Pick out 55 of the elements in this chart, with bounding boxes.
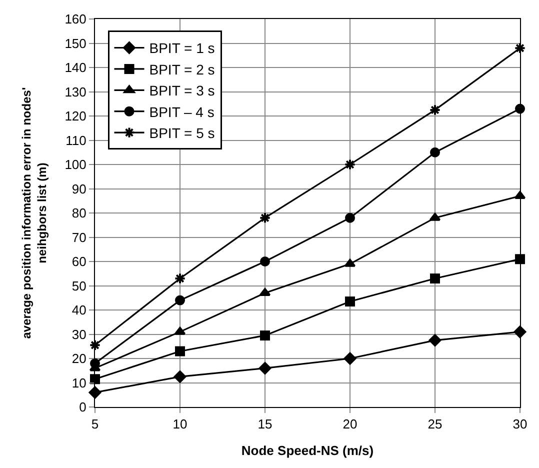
y-tick-label: 110 — [66, 132, 86, 148]
x-axis-title: Node Speed-NS (m/s) — [241, 443, 374, 458]
point — [90, 374, 100, 384]
y-tick-label: 10 — [72, 375, 86, 390]
point — [260, 330, 270, 340]
point — [174, 272, 186, 284]
point — [89, 339, 101, 351]
y-tick-label: 80 — [72, 206, 86, 221]
point — [174, 370, 186, 383]
point — [344, 258, 356, 267]
point — [345, 212, 355, 223]
legend-label: BPIT = 3 s — [149, 82, 215, 99]
x-tick-label: 25 — [428, 416, 442, 432]
point — [175, 346, 185, 356]
y-tick-label: 70 — [72, 230, 86, 245]
y-tick-label: 50 — [72, 278, 86, 294]
y-tick-label: 140 — [64, 60, 86, 76]
legend-label: BPIT = 5 s — [149, 125, 215, 141]
legend-label: BPIT – 4 s — [149, 104, 214, 120]
point — [260, 256, 270, 266]
point — [259, 288, 271, 296]
y-tick-label: 90 — [72, 181, 86, 196]
legend-label: BPIT = 2 s — [149, 61, 215, 78]
x-tick-label: 5 — [91, 416, 99, 432]
point — [430, 147, 440, 158]
y-tick-label: 130 — [64, 84, 86, 100]
point — [515, 254, 525, 264]
y-axis-title: average position information error in nodes' neihgbors list (m) — [19, 87, 49, 339]
point — [430, 273, 440, 284]
y-tick-label: 60 — [72, 254, 86, 270]
y-tick-label: 40 — [72, 302, 86, 318]
x-tick-label: 10 — [172, 416, 188, 432]
x-tick-label: 15 — [258, 416, 272, 432]
y-tick-label: 160 — [64, 12, 86, 27]
point — [344, 352, 356, 365]
y-tick-label: 120 — [64, 108, 86, 124]
point — [344, 158, 356, 170]
point — [514, 42, 526, 54]
point — [428, 334, 442, 347]
y-tick-label: 100 — [64, 157, 86, 172]
point — [429, 104, 441, 116]
point — [88, 386, 102, 399]
legend-label: BPIT = 1 s — [149, 40, 215, 56]
point — [174, 326, 186, 335]
point — [258, 362, 272, 374]
y-tick-label: 30 — [72, 326, 86, 342]
point — [259, 212, 271, 224]
point — [345, 296, 355, 307]
x-tick-label: 30 — [512, 416, 528, 432]
y-tick-label: 0 — [79, 400, 86, 415]
y-tick-label: 20 — [72, 351, 86, 366]
point — [429, 212, 441, 221]
point — [175, 295, 185, 306]
x-tick-label: 20 — [342, 416, 358, 432]
y-tick-label: 150 — [64, 36, 86, 51]
